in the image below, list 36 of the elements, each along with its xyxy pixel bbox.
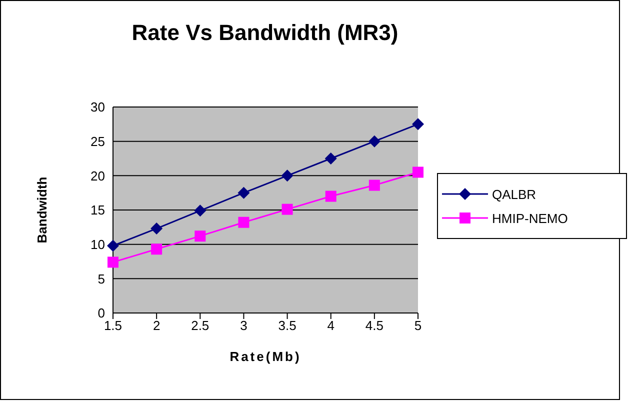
point	[325, 190, 336, 202]
x-axis-title: Rate(Mb)	[230, 349, 302, 364]
point	[368, 135, 380, 148]
x-tick-label: 3.5	[278, 318, 296, 334]
x-tick-label: 1.5	[104, 318, 122, 334]
x-tick-label: 2.5	[191, 318, 210, 334]
x-tick-label: 4	[327, 318, 334, 334]
point	[282, 204, 293, 215]
point	[150, 222, 163, 235]
y-tick-label: 5	[98, 271, 105, 286]
point	[194, 230, 206, 242]
point	[151, 244, 162, 255]
y-axis-title: Bandwidth	[34, 176, 50, 244]
x-tick-label: 5	[414, 318, 422, 334]
point	[412, 118, 424, 130]
x-tick-label: 2	[152, 318, 160, 334]
y-tick-label: 30	[90, 100, 105, 115]
legend-label: QALBR	[492, 186, 536, 202]
x-tick-label: 4.5	[365, 318, 384, 334]
legend-label: HMIP-NEMO	[492, 210, 568, 226]
point	[412, 166, 424, 178]
x-tick-label: 3	[240, 318, 248, 334]
y-tick-label: 20	[90, 168, 105, 184]
y-tick-label: 25	[90, 134, 105, 149]
point	[194, 204, 206, 217]
point	[368, 180, 380, 191]
point	[107, 240, 119, 252]
point	[324, 152, 337, 164]
point	[281, 170, 294, 182]
chart-title: Rate Vs Bandwidth (MR3)	[130, 20, 400, 46]
y-tick-label: 15	[90, 202, 105, 218]
y-tick-label: 10	[90, 236, 105, 252]
point	[238, 216, 250, 228]
point	[108, 256, 118, 268]
y-tick-label: 0	[98, 306, 105, 321]
point	[238, 186, 250, 199]
